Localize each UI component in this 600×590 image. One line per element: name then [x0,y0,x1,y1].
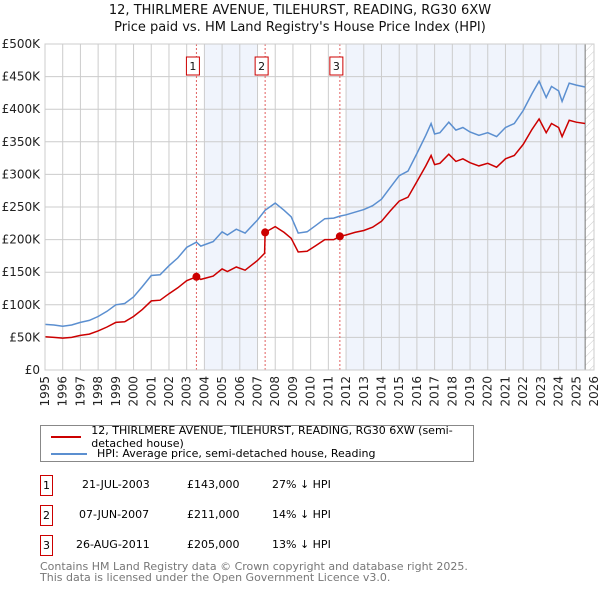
x-tick-label: 2011 [321,376,335,407]
sale-row: 3 26-AUG-2011 £205,000 13% ↓ HPI [40,535,440,556]
x-tick-label: 2006 [233,376,247,407]
y-tick-label: £300K [2,167,42,181]
sale-price: £143,000 [187,478,240,491]
x-tick-label: 2012 [339,376,353,407]
y-tick-label: £200K [2,233,42,247]
property-price-line [44,117,586,339]
x-tick-label: 2005 [215,376,229,407]
y-tick-label: £150K [2,265,42,279]
x-tick-label: 2004 [197,376,211,407]
x-tick-label: 2020 [481,376,495,407]
x-tick-label: 2001 [144,376,158,407]
plot-border [44,43,595,371]
x-tick-label: 2003 [180,376,194,407]
sale-price: £205,000 [187,538,240,551]
blue-line-swatch [51,452,87,455]
sale-row: 1 21-JUL-2003 £143,000 27% ↓ HPI [40,475,440,496]
footer-copyright: Contains HM Land Registry data © Crown c… [40,560,468,573]
x-tick-label: 1995 [38,376,52,407]
x-tick-label: 2009 [286,376,300,407]
hpi-line [44,79,586,328]
x-tick-label: 2008 [268,376,282,407]
sale-hpi-diff: 14% ↓ HPI [272,508,331,521]
x-tick-label: 2014 [374,376,388,407]
x-tick-label: 2019 [463,376,477,407]
x-tick-label: 2025 [569,376,583,407]
y-tick-label: £0 [25,363,40,377]
sale-number: 1 [40,475,53,496]
y-tick-label: £400K [2,102,42,116]
sale-point [192,272,201,281]
x-tick-label: 2022 [516,376,530,407]
x-tick-label: 1999 [109,376,123,407]
x-tick-label: 2007 [251,376,265,407]
y-tick-label: £500K [2,37,42,51]
chart-subtitle: Price paid vs. HM Land Registry's House … [114,20,486,35]
sale-number: 2 [40,505,53,526]
x-tick-label: 1997 [73,376,87,407]
legend-item-hpi: HPI: Average price, semi-detached house,… [51,446,376,461]
x-tick-label: 1998 [91,376,105,407]
sale-label-box [329,56,344,76]
sale-date: 26-AUG-2011 [76,538,150,551]
price-chart: £0 £50K £100K £150K £200K £250K £300K £350K £400… [2,37,600,407]
y-tick-label: £250K [2,200,42,214]
x-tick-label: 2013 [357,376,371,407]
x-tick-label: 2015 [392,376,406,407]
sale-label: 2 [258,60,265,73]
sale-point [335,232,344,241]
sale-label-box [254,56,269,76]
x-tick-label: 1996 [56,376,70,407]
sale-label-box [185,56,200,76]
sale-date: 21-JUL-2003 [82,478,150,491]
footer-licence: This data is licensed under the Open Gov… [40,571,391,584]
sale-hpi-diff: 27% ↓ HPI [272,478,331,491]
x-tick-label: 2016 [410,376,424,407]
x-tick-label: 2026 [587,376,600,407]
sale-number: 3 [40,535,53,556]
x-tick-label: 2017 [428,376,442,407]
x-tick-label: 2024 [552,376,566,407]
x-tick-label: 2000 [127,376,141,407]
x-tick-label: 2010 [304,376,318,407]
red-line-swatch [51,435,82,438]
x-tick-label: 2002 [162,376,176,407]
legend-item-property: 12, THIRLMERE AVENUE, TILEHURST, READING… [51,424,473,450]
sale-price: £211,000 [187,508,240,521]
chart-title: 12, THIRLMERE AVENUE, TILEHURST, READING… [108,3,492,18]
legend-hpi-label: HPI: Average price, semi-detached house,… [97,447,376,460]
y-tick-label: £100K [2,298,42,312]
legend-property-label: 12, THIRLMERE AVENUE, TILEHURST, READING… [91,423,453,450]
legend: 12, THIRLMERE AVENUE, TILEHURST, READING… [40,424,474,462]
sale-row: 2 07-JUN-2007 £211,000 14% ↓ HPI [40,505,440,526]
y-tick-label: £50K [9,330,41,344]
sale-date: 07-JUN-2007 [79,508,150,521]
y-tick-label: £450K [2,70,42,84]
x-tick-label: 2021 [498,376,512,407]
sale-hpi-diff: 13% ↓ HPI [272,538,331,551]
x-tick-label: 2023 [534,376,548,407]
y-tick-label: £350K [2,135,42,149]
sale-label: 3 [333,60,340,73]
x-tick-label: 2018 [445,376,459,407]
sale-label: 1 [189,60,196,73]
sale-point [261,228,270,237]
